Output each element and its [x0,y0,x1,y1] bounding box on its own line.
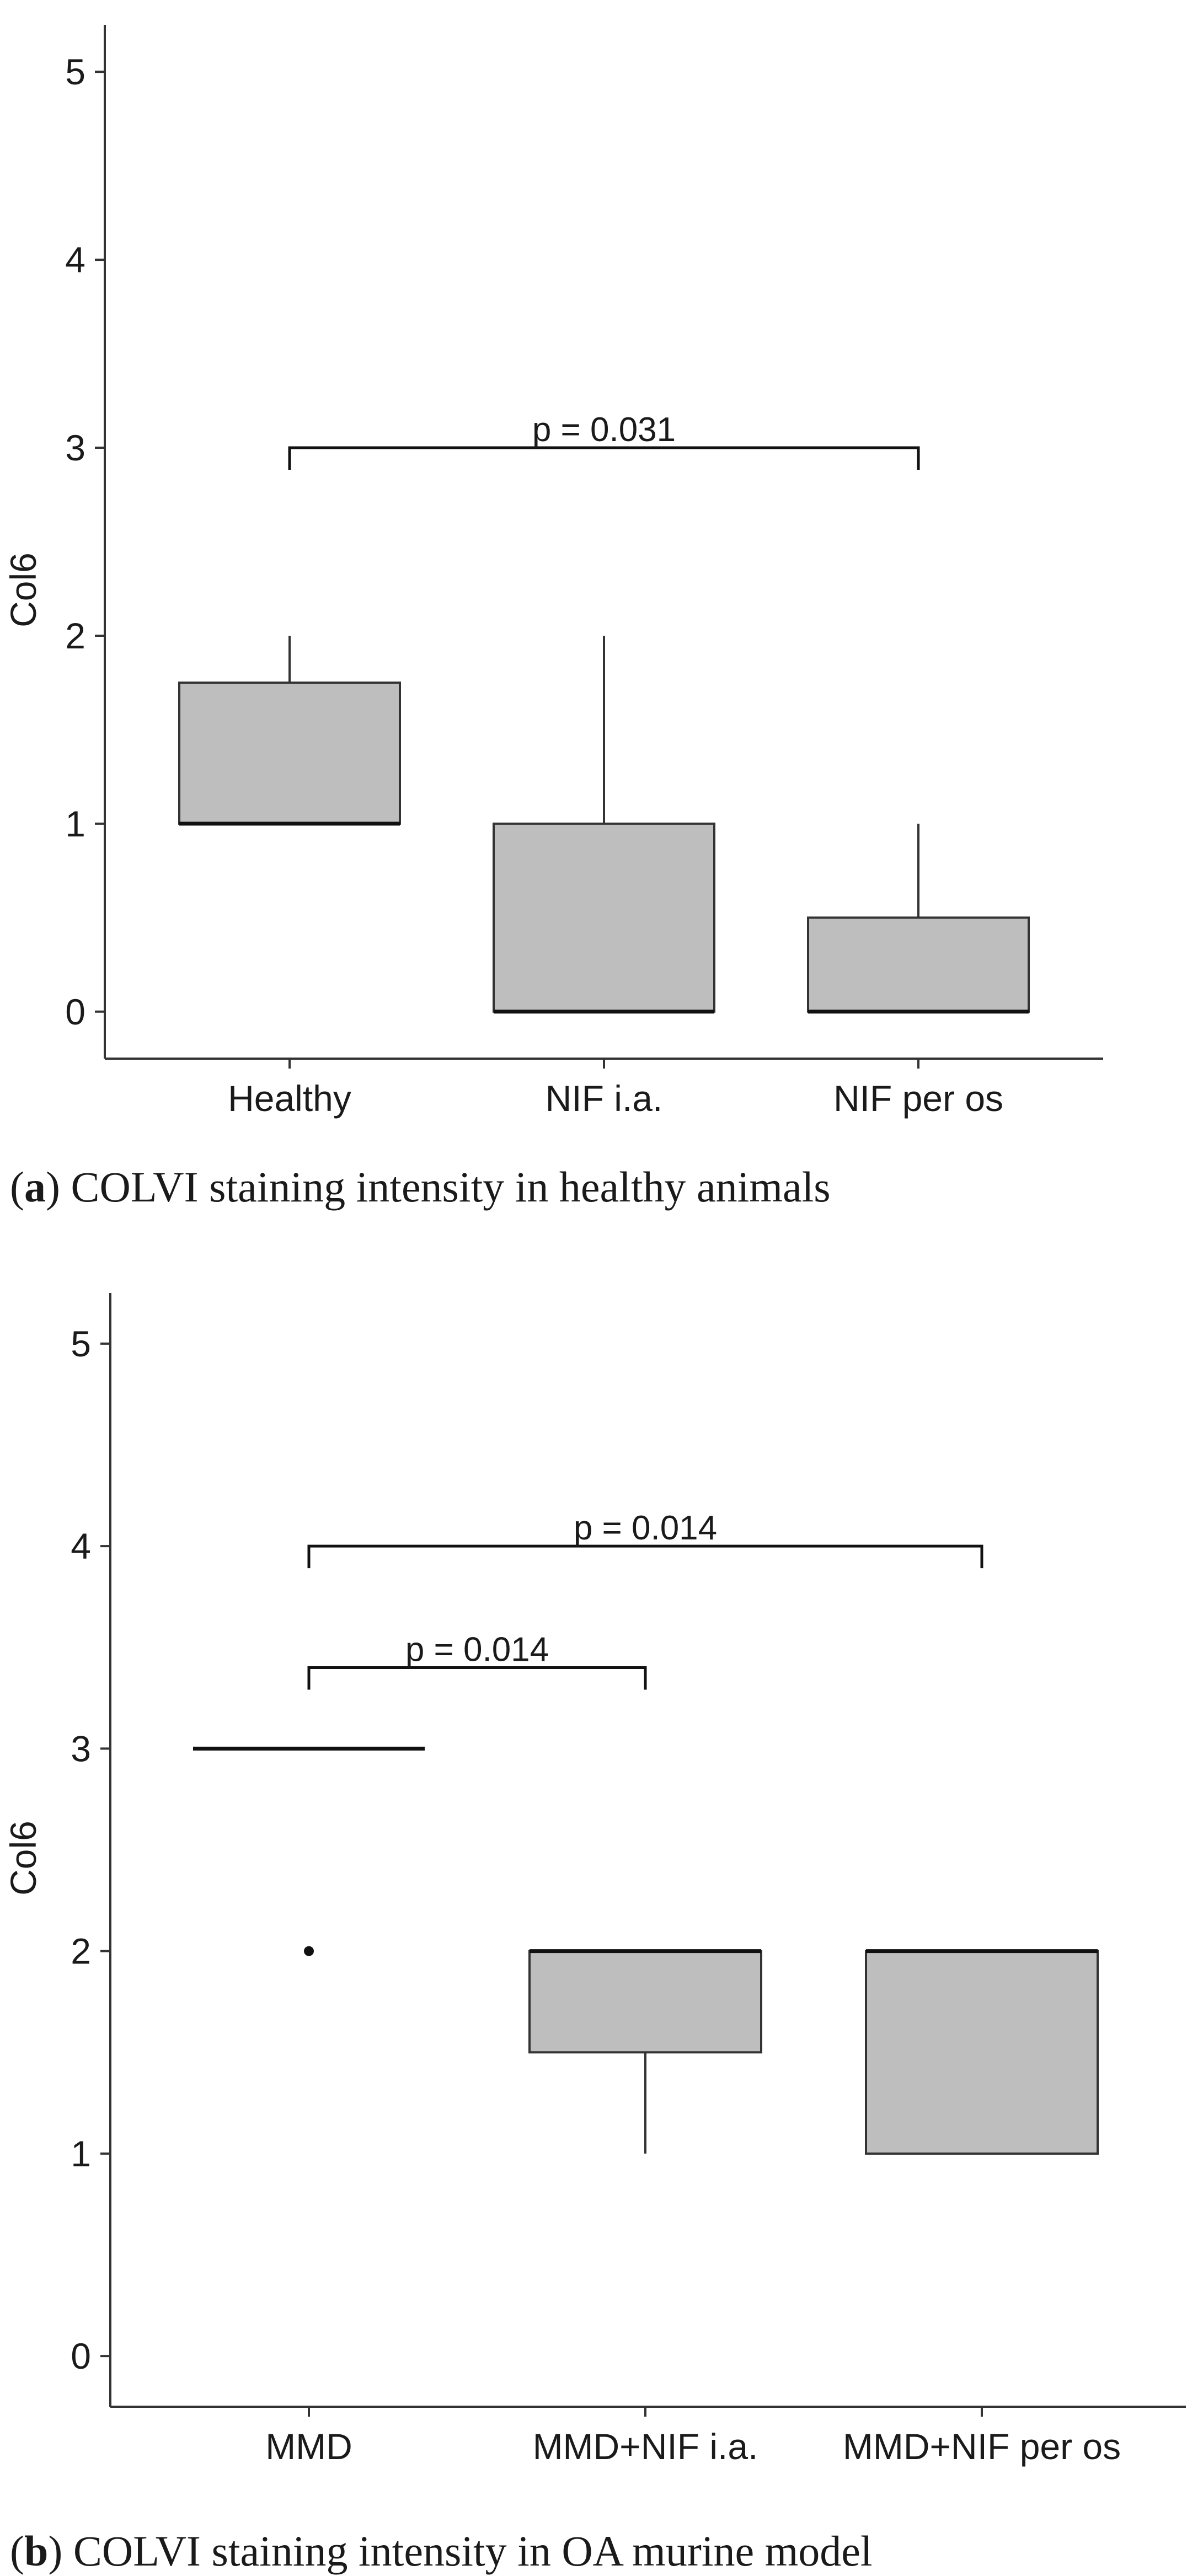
y-tick-label: 2 [71,1931,91,1972]
significance-label: p = 0.014 [405,1630,549,1668]
y-tick-label: 1 [65,803,85,844]
significance-label: p = 0.031 [532,411,676,449]
significance-bracket [307,1544,983,1569]
significance-bracket [288,446,920,470]
box-mmd-nif-per-os [865,1950,1099,2155]
panel-b-chart: 0 1 2 3 4 5 Col6 MMD MMD+NIF i.a. MMD+NIF per os p… [3,1293,1186,2467]
panel-a-caption: (a) COLVI staining intensity in healthy … [10,1163,831,1211]
box-healthy [178,681,401,825]
y-tick-label: 5 [71,1323,91,1364]
x-tick-label: MMD+NIF per os [843,2426,1121,2467]
y-tick-label: 0 [71,2336,91,2376]
y-tick-label: 4 [71,1526,91,1566]
box-mmd-nif-i-a- [528,1950,762,2054]
panel-b-caption: (b) COLVI staining intensity in OA murin… [10,2527,873,2575]
x-tick-label: NIF i.a. [546,1078,663,1119]
y-tick-label: 2 [65,615,85,656]
panel-b-caption-text: COLVI staining intensity in OA murine mo… [73,2527,873,2575]
box-nif-per-os [807,916,1030,1013]
x-tick-label: NIF per os [833,1078,1003,1119]
y-tick-label: 0 [65,991,85,1032]
y-tick-label: 3 [65,427,85,468]
y-tick-label: 4 [65,239,85,280]
significance-label: p = 0.014 [574,1509,717,1547]
y-tick-label: 5 [65,51,85,92]
significance-bracket [307,1666,647,1690]
panel-a-caption-text: COLVI staining intensity in healthy anim… [71,1163,831,1211]
x-tick-label: MMD+NIF i.a. [533,2426,758,2467]
y-tick-label: 1 [71,2133,91,2174]
panel-a-caption-letter: a [24,1163,46,1211]
y-axis-title: Col6 [3,1821,44,1896]
y-tick-label: 3 [71,1728,91,1769]
outlier-point [304,1946,314,1956]
x-tick-label: MMD [265,2426,352,2467]
panel-a-chart: 0 1 2 3 4 5 Col6 Healthy NIF i.a. NIF per os p = 0… [3,25,1103,1119]
panel-b-caption-letter: b [24,2527,49,2575]
box-nif-i-a- [493,822,715,1013]
x-tick-label: Healthy [228,1078,351,1119]
y-axis-title: Col6 [3,552,44,627]
